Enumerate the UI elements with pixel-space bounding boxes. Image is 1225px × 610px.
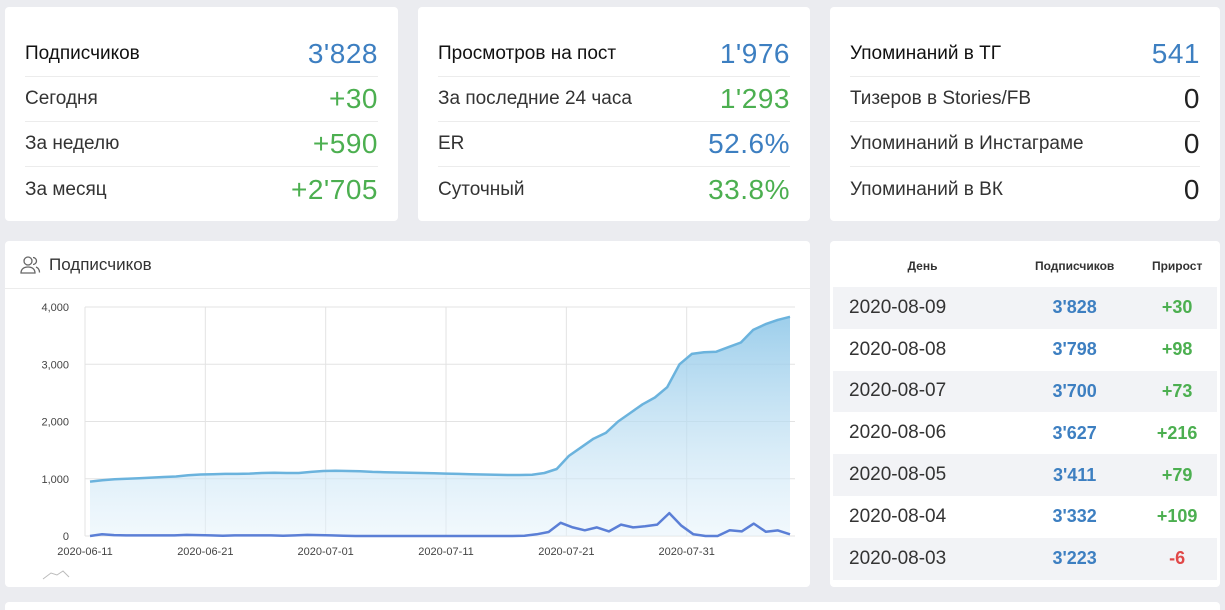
series-line xyxy=(89,511,791,538)
cell-gain: +216 xyxy=(1156,422,1198,443)
stat-row: ER 52.6% xyxy=(438,122,790,167)
stat-row: За месяц +2'705 xyxy=(25,167,378,212)
series-area xyxy=(90,316,790,536)
cell-subscribers: 3'627 xyxy=(1052,422,1097,443)
users-icon xyxy=(19,254,41,276)
series-line xyxy=(89,315,791,483)
stat-value: 0 xyxy=(1183,83,1200,114)
stat-row: Упоминаний в Инстаграме 0 xyxy=(850,122,1200,167)
stat-value: +30 xyxy=(329,83,378,114)
stat-value: 1'293 xyxy=(719,83,790,114)
stat-row: Подписчиков 3'828 xyxy=(25,32,378,77)
stat-card-views: Просмотров на пост 1'976 За последние 24… xyxy=(418,7,810,221)
stat-value: +590 xyxy=(312,128,378,159)
stat-value: 541 xyxy=(1151,38,1200,69)
stat-card-subscribers: Подписчиков 3'828 Сегодня +30 За неделю … xyxy=(5,7,398,221)
stat-label: За последние 24 часа xyxy=(438,88,632,109)
x-tick-label: 2020-06-21 xyxy=(177,546,233,558)
stat-label: За неделю xyxy=(25,133,120,154)
stat-value: 33.8% xyxy=(708,173,790,205)
stat-value: 0 xyxy=(1183,173,1200,205)
stat-row: Суточный 33.8% xyxy=(438,167,790,212)
table-row[interactable]: 2020-08-05 3'411 +79 xyxy=(833,454,1217,496)
cell-subscribers: 3'700 xyxy=(1011,370,1138,413)
cell-gain: +73 xyxy=(1137,370,1217,413)
x-tick-label: 2020-07-31 xyxy=(659,546,715,558)
stat-label: Подписчиков xyxy=(25,43,140,64)
stat-card-mentions: Упоминаний в ТГ 541 Тизеров в Stories/FB… xyxy=(830,7,1220,221)
subscribers-chart-card: Подписчиков 0 1,000 2,000 3,000 4,000 2020-06… xyxy=(5,241,810,587)
column-header-subscribers[interactable]: Подписчиков xyxy=(1034,259,1115,273)
cell-subscribers: 3'332 xyxy=(1052,506,1097,527)
stat-label: ER xyxy=(438,133,465,154)
stat-label: За месяц xyxy=(25,178,107,200)
cell-gain: -6 xyxy=(1137,537,1217,580)
table-row[interactable]: 2020-08-04 3'332 +109 xyxy=(833,496,1217,538)
stat-row: Тизеров в Stories/FB 0 xyxy=(850,77,1200,122)
stat-label: Упоминаний в Инстаграме xyxy=(850,133,1084,154)
stat-row: Упоминаний в ВК 0 xyxy=(850,167,1200,212)
x-tick-label: 2020-07-21 xyxy=(538,546,594,558)
y-tick-label: 4,000 xyxy=(41,302,69,314)
cell-day: 2020-08-05 xyxy=(833,454,1012,496)
stat-label: Тизеров в Stories/FB xyxy=(850,88,1032,109)
subscribers-chart[interactable]: 0 1,000 2,000 3,000 4,000 2020-06-11 2020-06-2… xyxy=(5,289,810,587)
cell-subscribers: 3'223 xyxy=(1011,537,1138,580)
x-tick-label: 2020-07-01 xyxy=(298,546,354,558)
navigator-sparkline xyxy=(42,570,70,580)
stat-label: Упоминаний в ВК xyxy=(850,178,1003,200)
column-header-day[interactable]: День xyxy=(907,259,938,273)
stat-row: За последние 24 часа 1'293 xyxy=(438,77,790,122)
daily-table: День Подписчиков Прирост 2020-08-09 3'828… xyxy=(833,245,1217,580)
table-header-row: День Подписчиков Прирост xyxy=(833,245,1217,287)
chart-header: Подписчиков xyxy=(5,241,810,289)
next-panel-edge xyxy=(5,602,1220,610)
table-row[interactable]: 2020-08-03 3'223 -6 xyxy=(833,537,1217,580)
y-tick-label: 2,000 xyxy=(41,417,69,429)
stat-value: +2'705 xyxy=(291,173,378,205)
stat-value: 3'828 xyxy=(307,38,378,69)
stat-value: 52.6% xyxy=(708,128,790,159)
table-row[interactable]: 2020-08-07 3'700 +73 xyxy=(833,370,1217,413)
stat-value: 0 xyxy=(1183,128,1200,159)
stat-label: Сегодня xyxy=(25,88,98,109)
stat-row: За неделю +590 xyxy=(25,122,378,167)
stat-label: Упоминаний в ТГ xyxy=(850,43,1002,64)
stat-label: Суточный xyxy=(438,178,525,200)
y-tick-label: 1,000 xyxy=(41,474,69,486)
stat-label: Просмотров на пост xyxy=(438,43,617,64)
cell-day: 2020-08-06 xyxy=(849,422,947,444)
table-row[interactable]: 2020-08-09 3'828 +30 xyxy=(833,287,1217,329)
cell-day: 2020-08-08 xyxy=(849,338,947,360)
chart-title: Подписчиков xyxy=(49,254,152,274)
cell-gain: +30 xyxy=(1137,287,1217,329)
cell-gain: +109 xyxy=(1156,506,1198,527)
cell-day: 2020-08-09 xyxy=(833,287,1012,329)
x-tick-label: 2020-06-11 xyxy=(57,546,112,558)
cell-gain: +79 xyxy=(1137,454,1217,496)
cell-subscribers: 3'798 xyxy=(1052,339,1097,360)
cell-day: 2020-08-07 xyxy=(833,370,1012,413)
stat-row: Просмотров на пост 1'976 xyxy=(438,32,790,77)
table-row[interactable]: 2020-08-08 3'798 +98 xyxy=(833,329,1217,371)
cell-subscribers: 3'828 xyxy=(1011,287,1138,329)
y-tick-label: 3,000 xyxy=(41,359,69,371)
column-header-gain[interactable]: Прирост xyxy=(1151,259,1203,273)
stat-row: Сегодня +30 xyxy=(25,77,378,122)
daily-table-card: День Подписчиков Прирост 2020-08-09 3'828… xyxy=(830,241,1220,587)
cell-gain: +98 xyxy=(1161,339,1193,360)
stat-value: 1'976 xyxy=(719,38,790,69)
y-tick-label: 0 xyxy=(63,531,69,543)
table-row[interactable]: 2020-08-06 3'627 +216 xyxy=(833,412,1217,454)
cell-subscribers: 3'411 xyxy=(1011,454,1138,496)
cell-day: 2020-08-04 xyxy=(849,505,947,527)
cell-day: 2020-08-03 xyxy=(833,537,1012,580)
x-tick-label: 2020-07-11 xyxy=(418,546,473,558)
stat-row: Упоминаний в ТГ 541 xyxy=(850,32,1200,77)
